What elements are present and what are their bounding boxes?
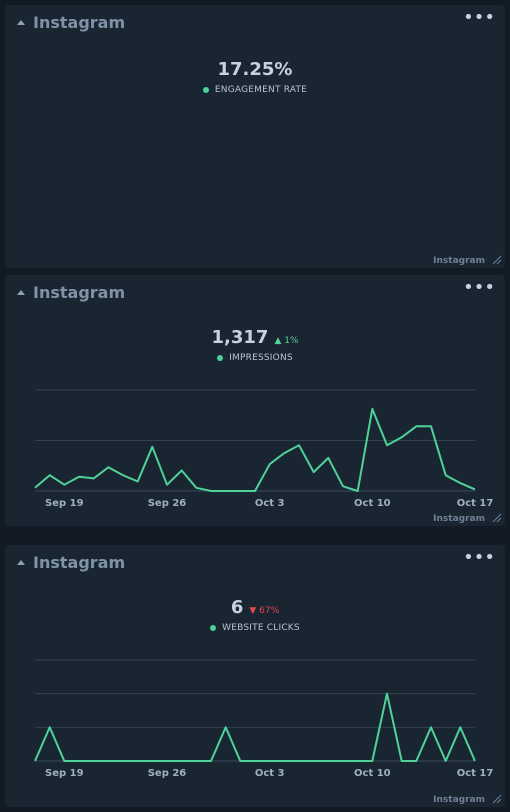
x-tick-label: Oct 17: [457, 498, 494, 509]
resize-handle-icon[interactable]: [492, 794, 502, 804]
source-label: Instagram: [433, 256, 485, 266]
collapse-caret-icon[interactable]: [17, 560, 25, 565]
more-options-icon[interactable]: •••: [463, 7, 495, 28]
metric-value: 17.25%: [217, 59, 293, 80]
x-tick-label: Sep 26: [148, 498, 187, 509]
website-clicks-card: Instagram ••• 6 ▼ 67% WEBSITE CLICKS Sep…: [5, 545, 505, 807]
source-label: Instagram: [433, 514, 485, 524]
metric-legend: IMPRESSIONS: [5, 353, 505, 363]
card-header[interactable]: Instagram: [17, 553, 125, 572]
change-indicator: ▲ 1%: [274, 336, 299, 346]
metric-label: IMPRESSIONS: [229, 353, 293, 363]
metric-block: 17.25% ENGAGEMENT RATE: [5, 59, 505, 95]
engagement-card: Instagram ••• 17.25% ENGAGEMENT RATE Ins…: [5, 5, 505, 268]
card-title: Instagram: [33, 553, 126, 572]
collapse-caret-icon[interactable]: [17, 20, 25, 25]
metric-legend: ENGAGEMENT RATE: [5, 85, 505, 95]
card-header[interactable]: Instagram: [17, 283, 125, 302]
source-label: Instagram: [433, 795, 485, 805]
metric-label: ENGAGEMENT RATE: [214, 85, 308, 95]
x-tick-label: Oct 10: [354, 498, 391, 509]
metric-value: 6: [230, 597, 244, 618]
metric-block: 1,317 ▲ 1% IMPRESSIONS: [5, 327, 505, 363]
metric-block: 6 ▼ 67% WEBSITE CLICKS: [5, 597, 505, 633]
more-options-icon[interactable]: •••: [463, 547, 495, 568]
x-tick-label: Oct 10: [354, 768, 391, 779]
collapse-caret-icon[interactable]: [17, 290, 25, 295]
legend-dot-icon: [210, 625, 217, 631]
card-title: Instagram: [33, 283, 126, 302]
website-clicks-chart: Sep 19 Sep 26 Oct 3 Oct 10 Oct 17: [34, 659, 494, 779]
change-indicator: ▼ 67%: [249, 606, 280, 616]
x-tick-label: Sep 19: [45, 768, 84, 779]
x-tick-label: Sep 19: [45, 498, 84, 509]
x-tick-label: Oct 3: [255, 768, 285, 779]
more-options-icon[interactable]: •••: [463, 277, 495, 298]
x-tick-label: Sep 26: [148, 768, 187, 779]
x-tick-label: Oct 3: [255, 498, 285, 509]
impressions-card: Instagram ••• 1,317 ▲ 1% IMPRESSIONS Sep…: [5, 275, 505, 526]
impressions-chart: Sep 19 Sep 26 Oct 3 Oct 10 Oct 17: [34, 389, 494, 509]
card-header[interactable]: Instagram: [17, 13, 125, 32]
legend-dot-icon: [217, 355, 224, 361]
x-tick-label: Oct 17: [457, 768, 494, 779]
metric-label: WEBSITE CLICKS: [222, 623, 300, 633]
series-line: [34, 407, 476, 492]
card-title: Instagram: [33, 13, 126, 32]
metric-value: 1,317: [211, 327, 269, 348]
series-line: [34, 692, 476, 762]
metric-legend: WEBSITE CLICKS: [5, 623, 505, 633]
legend-dot-icon: [202, 87, 209, 93]
resize-handle-icon[interactable]: [492, 513, 502, 523]
resize-handle-icon[interactable]: [492, 255, 502, 265]
